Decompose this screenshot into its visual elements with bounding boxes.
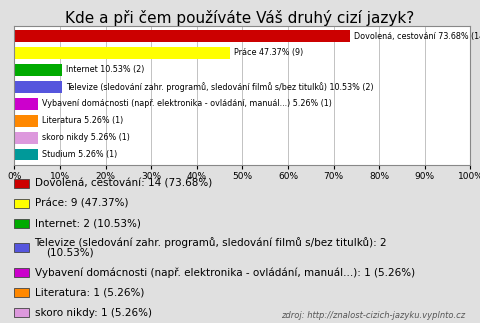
Text: Internet: 2 (10.53%): Internet: 2 (10.53%) xyxy=(35,219,141,229)
Text: zdroj: http://znalost-cizich-jazyku.vyplnto.cz: zdroj: http://znalost-cizich-jazyku.vypl… xyxy=(281,311,466,320)
Text: (10.53%): (10.53%) xyxy=(47,247,94,257)
Text: Vybavení domácnosti (např. elektronika - ovládání, manuál...): 1 (5.26%): Vybavení domácnosti (např. elektronika -… xyxy=(35,267,415,278)
Text: Práce 47.37% (9): Práce 47.37% (9) xyxy=(234,48,303,57)
Text: skoro nikdy 5.26% (1): skoro nikdy 5.26% (1) xyxy=(42,133,130,142)
Text: Televize (sledování zahr. programů, sledování filmů s/bez titulků): 2: Televize (sledování zahr. programů, sled… xyxy=(35,237,387,248)
Text: Dovolená, cestování: 14 (73.68%): Dovolená, cestování: 14 (73.68%) xyxy=(35,179,212,189)
Text: Vybavení domácnosti (např. elektronika - ovládání, manuál...) 5.26% (1): Vybavení domácnosti (např. elektronika -… xyxy=(42,99,332,108)
Text: Literatura 5.26% (1): Literatura 5.26% (1) xyxy=(42,116,123,125)
Text: Dovolená, cestování 73.68% (14): Dovolená, cestování 73.68% (14) xyxy=(354,32,480,40)
Text: skoro nikdy: 1 (5.26%): skoro nikdy: 1 (5.26%) xyxy=(35,308,152,318)
Bar xyxy=(14,98,38,110)
Bar xyxy=(14,64,62,76)
Bar xyxy=(14,115,38,127)
Text: Literatura: 1 (5.26%): Literatura: 1 (5.26%) xyxy=(35,288,144,298)
Bar xyxy=(14,132,38,143)
Bar xyxy=(14,47,230,59)
Text: Práce: 9 (47.37%): Práce: 9 (47.37%) xyxy=(35,199,128,209)
Text: Internet 10.53% (2): Internet 10.53% (2) xyxy=(66,65,144,74)
Text: Studium 5.26% (1): Studium 5.26% (1) xyxy=(42,150,117,159)
Bar xyxy=(14,149,38,161)
Text: Kde a při čem používáte Váš druhý cizí jazyk?: Kde a při čem používáte Váš druhý cizí j… xyxy=(65,10,415,26)
Text: Televize (sledování zahr. programů, sledování filmů s/bez titulků) 10.53% (2): Televize (sledování zahr. programů, sled… xyxy=(66,82,374,92)
Bar xyxy=(14,81,62,93)
Bar xyxy=(14,30,350,42)
